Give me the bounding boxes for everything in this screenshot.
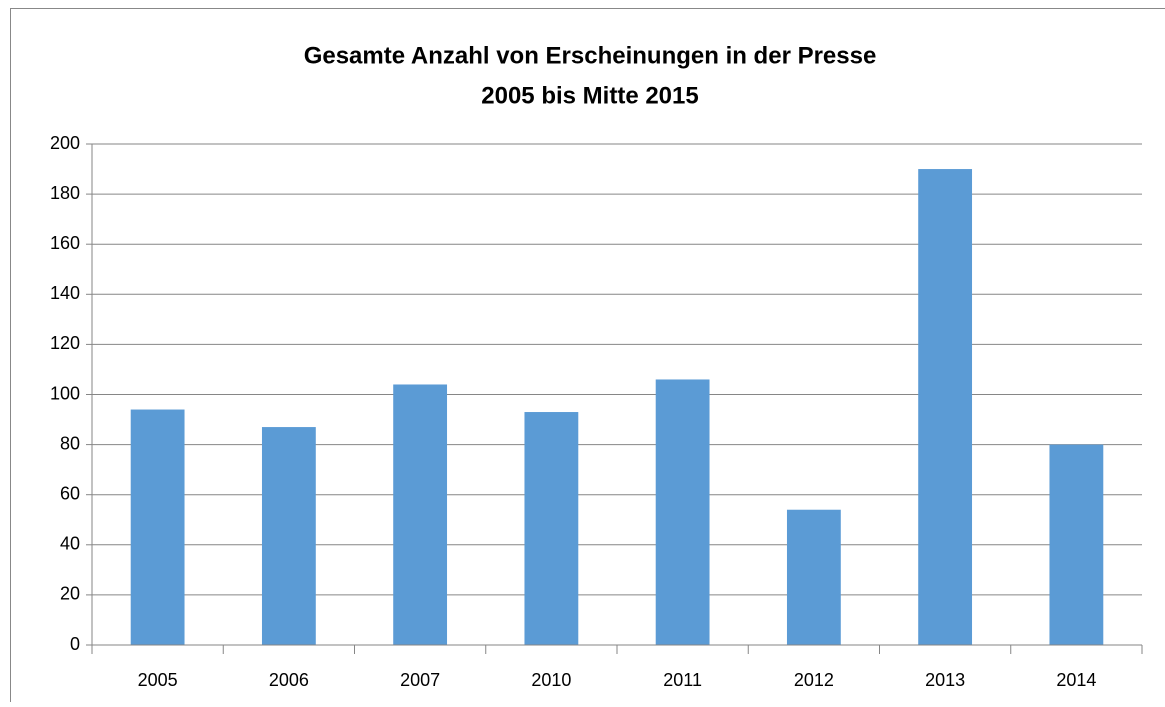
x-tick-label: 2007 [400,670,440,690]
bar [787,510,841,645]
bar [393,384,447,645]
x-tick-label: 2011 [663,670,702,690]
bar [656,379,710,645]
y-tick-label: 80 [60,433,80,453]
y-tick-label: 20 [60,584,80,604]
bar [131,410,185,645]
y-tick-label: 100 [50,383,80,403]
bar [524,412,578,645]
x-tick-label: 2005 [138,670,178,690]
y-tick-label: 120 [50,333,80,353]
y-tick-label: 200 [50,133,80,153]
y-tick-label: 140 [50,283,80,303]
y-tick-label: 160 [50,233,80,253]
chart-title: Gesamte Anzahl von Erscheinungen in der … [304,42,877,69]
x-tick-label: 2014 [1056,670,1096,690]
chart-subtitle: 2005 bis Mitte 2015 [481,82,698,109]
x-tick-label: 2010 [531,670,571,690]
bar [918,169,972,645]
y-tick-label: 0 [70,634,80,654]
y-tick-label: 180 [50,183,80,203]
y-tick-label: 60 [60,483,80,503]
x-tick-label: 2013 [925,670,965,690]
x-tick-label: 2006 [269,670,309,690]
x-tick-label: 2012 [794,670,834,690]
bar [1049,445,1103,645]
y-tick-label: 40 [60,534,80,554]
bar [262,427,316,645]
